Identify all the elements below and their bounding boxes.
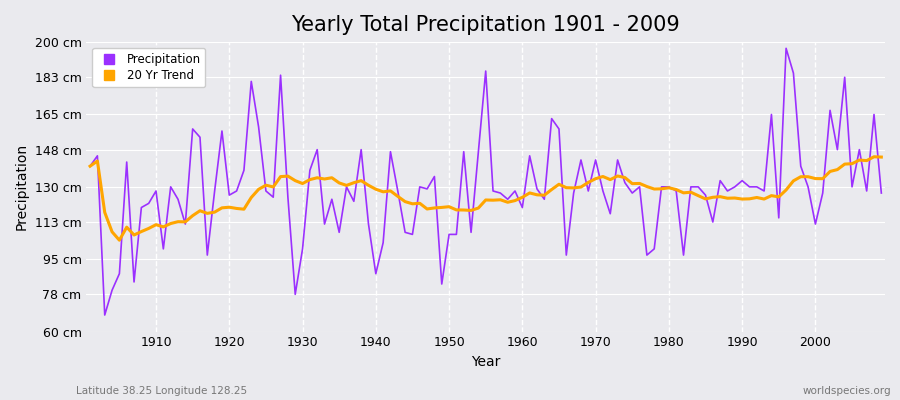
Precipitation <box>525 154 535 158</box>
Precipitation <box>876 191 886 196</box>
20 Yr Trend <box>525 190 535 195</box>
Y-axis label: Precipitation: Precipitation <box>15 143 29 230</box>
Precipitation <box>356 147 366 152</box>
20 Yr Trend <box>150 222 161 227</box>
Precipitation <box>517 205 527 210</box>
X-axis label: Year: Year <box>471 355 500 369</box>
Precipitation <box>780 46 791 51</box>
Precipitation <box>612 158 623 162</box>
Line: 20 Yr Trend: 20 Yr Trend <box>90 157 881 240</box>
20 Yr Trend <box>868 154 879 159</box>
Text: worldspecies.org: worldspecies.org <box>803 386 891 396</box>
Legend: Precipitation, 20 Yr Trend: Precipitation, 20 Yr Trend <box>93 48 205 87</box>
20 Yr Trend <box>311 175 322 180</box>
20 Yr Trend <box>85 164 95 168</box>
Precipitation <box>311 147 322 152</box>
Text: Latitude 38.25 Longitude 128.25: Latitude 38.25 Longitude 128.25 <box>76 386 248 396</box>
Line: Precipitation: Precipitation <box>90 48 881 315</box>
20 Yr Trend <box>114 238 125 242</box>
20 Yr Trend <box>356 178 366 183</box>
20 Yr Trend <box>517 195 527 200</box>
Precipitation <box>85 164 95 168</box>
Title: Yearly Total Precipitation 1901 - 2009: Yearly Total Precipitation 1901 - 2009 <box>292 15 680 35</box>
Precipitation <box>99 313 110 318</box>
20 Yr Trend <box>612 174 623 178</box>
Precipitation <box>150 188 161 193</box>
20 Yr Trend <box>876 155 886 160</box>
